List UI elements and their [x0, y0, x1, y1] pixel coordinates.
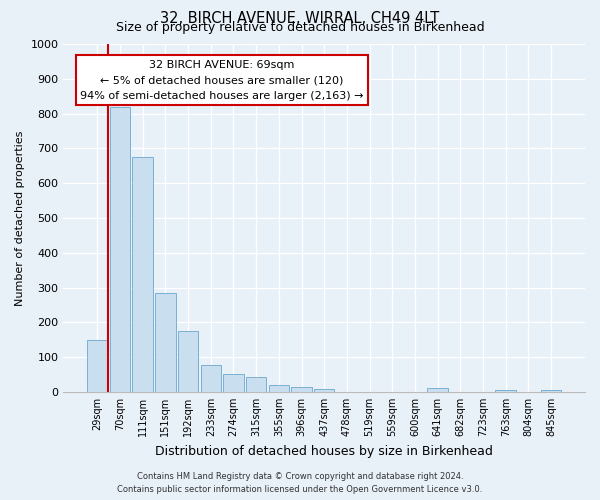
Y-axis label: Number of detached properties: Number of detached properties [15, 130, 25, 306]
Text: Contains HM Land Registry data © Crown copyright and database right 2024.
Contai: Contains HM Land Registry data © Crown c… [118, 472, 482, 494]
Bar [223, 374, 244, 392]
Bar [427, 388, 448, 392]
Bar [496, 390, 516, 392]
Bar [178, 331, 198, 392]
Bar [246, 377, 266, 392]
Text: Size of property relative to detached houses in Birkenhead: Size of property relative to detached ho… [116, 21, 484, 34]
Bar [133, 157, 153, 392]
Bar [269, 385, 289, 392]
Bar [155, 293, 176, 392]
Bar [87, 340, 107, 392]
Bar [541, 390, 561, 392]
Bar [200, 365, 221, 392]
Text: 32, BIRCH AVENUE, WIRRAL, CH49 4LT: 32, BIRCH AVENUE, WIRRAL, CH49 4LT [160, 11, 440, 26]
Bar [314, 389, 334, 392]
Bar [110, 106, 130, 392]
X-axis label: Distribution of detached houses by size in Birkenhead: Distribution of detached houses by size … [155, 444, 493, 458]
Bar [292, 386, 312, 392]
Text: 32 BIRCH AVENUE: 69sqm
← 5% of detached houses are smaller (120)
94% of semi-det: 32 BIRCH AVENUE: 69sqm ← 5% of detached … [80, 60, 364, 101]
